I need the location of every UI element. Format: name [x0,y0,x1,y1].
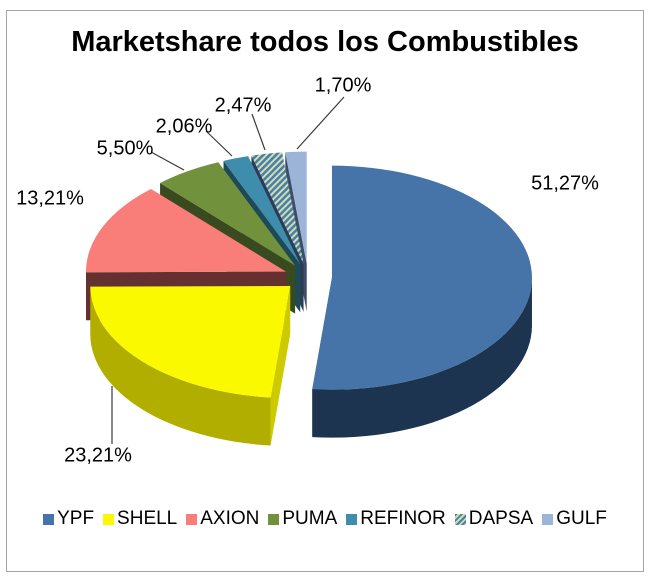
legend-label-dapsa: DAPSA [468,508,534,529]
legend-swatch-refinor [346,513,358,525]
data-label-refinor: 2,06% [155,115,213,138]
legend-item-shell: SHELL [103,508,177,530]
legend-item-refinor: REFINOR [346,508,446,530]
legend-swatch-shell [103,513,115,525]
data-label-gulf: 1,70% [314,74,372,97]
label-leader-line [296,96,345,150]
chart-title: Marketshare todos los Combustibles [71,26,579,58]
data-label-ypf: 51,27% [531,172,599,195]
label-leader-line [251,113,266,151]
legend-swatch-dapsa [454,513,466,525]
legend-label-shell: SHELL [117,508,178,529]
legend-swatch-gulf [542,513,554,525]
legend-label-refinor: REFINOR [360,508,446,529]
legend-item-gulf: GULF [542,508,607,530]
legend-item-axion: AXION [186,508,259,530]
label-leader-line [205,130,233,157]
label-leader-line [150,151,185,171]
legend-item-dapsa: DAPSA [454,508,534,530]
data-label-axion: 13,21% [16,187,84,210]
legend-label-ypf: YPF [57,508,95,529]
legend-swatch-ypf [43,513,55,525]
data-label-puma: 5,50% [96,137,154,160]
data-label-dapsa: 2,47% [214,94,272,117]
legend-item-ypf: YPF [43,508,94,530]
legend: YPF SHELL AXION PUMA REFINOR DAPSA GULF [10,508,640,530]
legend-label-gulf: GULF [556,508,607,529]
legend-swatch-puma [268,513,280,525]
data-label-shell: 23,21% [64,444,132,467]
legend-label-axion: AXION [200,508,260,529]
legend-swatch-axion [186,513,198,525]
legend-label-puma: PUMA [282,508,338,529]
legend-item-puma: PUMA [268,508,337,530]
